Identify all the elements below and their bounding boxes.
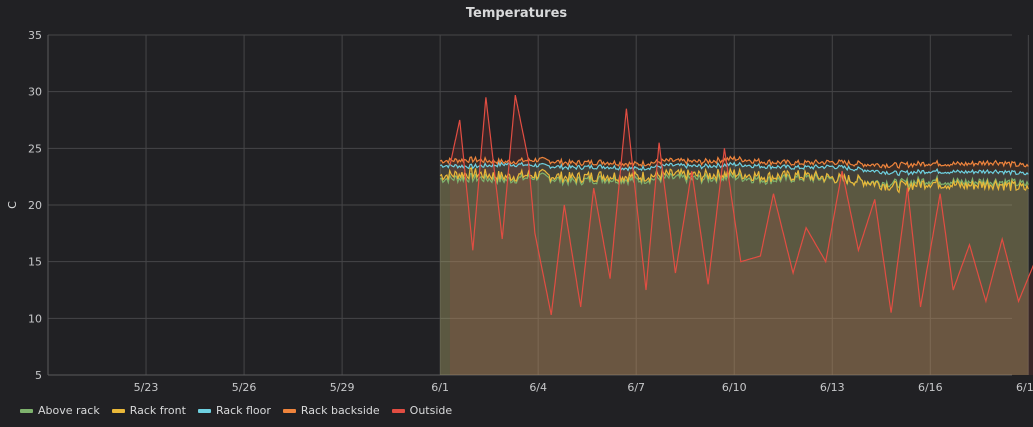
- legend-item-3[interactable]: Rack backside: [282, 404, 380, 417]
- x-tick-label: 6/1: [431, 381, 449, 394]
- x-tick-label: 6/13: [820, 381, 845, 394]
- legend-label: Rack front: [129, 404, 186, 417]
- series-area-0: [440, 173, 1029, 375]
- x-tick-label: 6/4: [529, 381, 547, 394]
- legend-swatch: [282, 408, 296, 413]
- series-line-4[interactable]: [449, 94, 1033, 316]
- legend-item-4[interactable]: Outside: [391, 404, 453, 417]
- y-tick-label: 5: [35, 369, 42, 382]
- y-tick-label: 25: [28, 142, 42, 155]
- legend-item-2[interactable]: Rack floor: [197, 404, 271, 417]
- legend-label: Rack backside: [300, 404, 380, 417]
- legend-label: Rack floor: [215, 404, 271, 417]
- legend-swatch: [111, 408, 125, 413]
- y-tick-label: 15: [28, 256, 42, 269]
- x-tick-label: 5/26: [232, 381, 257, 394]
- series-line-3[interactable]: [439, 155, 1029, 170]
- series-area-4: [449, 95, 1033, 375]
- legend-swatch: [391, 408, 405, 413]
- y-tick-label: 20: [28, 199, 42, 212]
- y-axis-label: C: [6, 201, 19, 209]
- line-chart[interactable]: 5 10 15 20 25 30 35 5/23 5/26 5/29 6/1 6/4 6/7 6/10 6/…: [0, 0, 1033, 400]
- legend-item-1[interactable]: Rack front: [111, 404, 186, 417]
- legend-item-0[interactable]: Above rack: [20, 404, 100, 417]
- series-line-0[interactable]: [439, 171, 1029, 190]
- series-line-2[interactable]: [439, 161, 1029, 177]
- x-tick-label: 6/10: [722, 381, 747, 394]
- x-tick-label: 6/7: [627, 381, 645, 394]
- series-area-2: [440, 162, 1029, 375]
- series-area-3: [440, 156, 1029, 375]
- legend-swatch: [197, 408, 211, 413]
- y-tick-label: 35: [28, 29, 42, 42]
- y-tick-label: 30: [28, 86, 42, 99]
- legend: Above rack Rack front Rack floor Rack backs…: [20, 404, 452, 417]
- x-tick-label: 5/29: [330, 381, 355, 394]
- legend-swatch: [20, 408, 33, 413]
- y-tick-label: 10: [28, 312, 42, 325]
- series-area-1: [440, 168, 1029, 375]
- x-tick-label: 6/16: [918, 381, 943, 394]
- legend-label: Outside: [409, 404, 453, 417]
- series-line-1[interactable]: [439, 166, 1029, 194]
- x-tick-label: 5/23: [134, 381, 159, 394]
- legend-label: Above rack: [38, 404, 100, 417]
- panel-title[interactable]: Temperatures: [465, 6, 568, 21]
- x-tick-label: 6/19: [1016, 381, 1033, 394]
